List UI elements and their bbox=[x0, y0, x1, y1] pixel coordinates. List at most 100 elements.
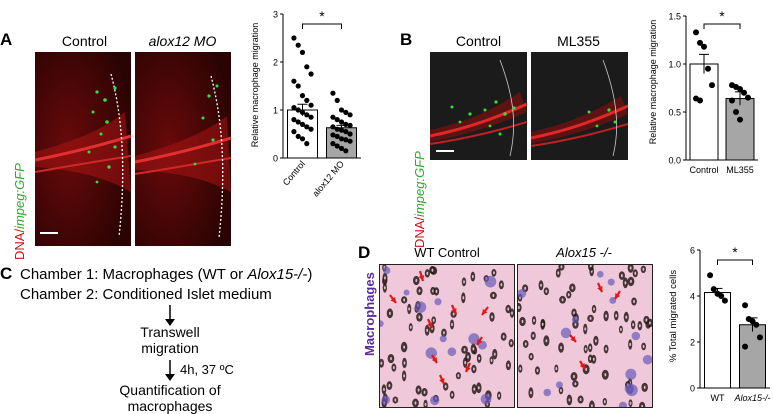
dna-label: DNA/ bbox=[12, 228, 27, 260]
gene-label: impeg:GFP bbox=[12, 163, 27, 229]
alox15-stain bbox=[518, 265, 652, 407]
x-tick-label: WT bbox=[711, 393, 725, 403]
migration-arrow bbox=[431, 354, 438, 364]
y-tick-label: 1 bbox=[273, 106, 278, 116]
control-b-micrograph bbox=[430, 52, 527, 160]
data-point bbox=[308, 126, 314, 132]
data-point bbox=[718, 293, 725, 299]
significance-star: * bbox=[719, 8, 725, 24]
panel-d-treatment-image bbox=[517, 264, 653, 408]
chart-a-ylabel: Relative macrophage migration bbox=[250, 23, 260, 148]
panel-a-control-title: Control bbox=[61, 33, 108, 49]
data-point bbox=[291, 117, 297, 123]
y-tick-label: 1.0 bbox=[668, 60, 681, 70]
y-tick-label: 0.5 bbox=[668, 108, 681, 118]
migration-arrow bbox=[464, 362, 472, 373]
panel-a-letter: A bbox=[0, 30, 13, 49]
data-point bbox=[330, 124, 336, 130]
data-point bbox=[338, 136, 345, 142]
step-quant-line1: Quantification of bbox=[119, 382, 221, 398]
data-point bbox=[697, 97, 703, 104]
panel-d-chart: % Total migrated cells 0 2 4 6 WT Alox15-/- * bbox=[668, 244, 771, 403]
data-point bbox=[334, 97, 340, 103]
panel-c-letter: C bbox=[0, 264, 13, 283]
gene-label-b: impeg:GFP bbox=[412, 151, 427, 217]
y-tick-label: 0.0 bbox=[668, 156, 681, 166]
data-point bbox=[308, 102, 314, 108]
data-point bbox=[347, 122, 353, 128]
data-point bbox=[295, 83, 301, 89]
alox12-fin-micrograph bbox=[135, 52, 231, 246]
migration-arrow bbox=[614, 290, 621, 300]
migration-arrow bbox=[450, 304, 458, 315]
data-point bbox=[343, 109, 349, 115]
data-point bbox=[745, 94, 751, 101]
chamber-2-line: Chamber 2: Conditioned Islet medium bbox=[20, 286, 272, 303]
data-point bbox=[705, 65, 711, 72]
step-transwell: Transwell migration bbox=[120, 324, 220, 356]
control-fin-micrograph bbox=[35, 52, 131, 246]
data-point bbox=[343, 129, 349, 135]
panel-a-chart: Relative macrophage migration 0 1 2 3 Contro… bbox=[250, 8, 361, 199]
scale-bar-b bbox=[436, 150, 454, 152]
panel-b-treatment-image bbox=[531, 52, 628, 160]
chamber-1-text: Chamber 1: Macrophages (WT or bbox=[20, 266, 248, 283]
panel-d-treatment-title: Alox15 -/- bbox=[556, 245, 612, 260]
significance-bracket bbox=[302, 23, 342, 29]
step-transwell-line2: migration bbox=[141, 340, 199, 356]
data-point bbox=[295, 42, 301, 48]
bar bbox=[739, 324, 766, 389]
x-tick-label: ML355 bbox=[726, 165, 754, 175]
data-point bbox=[304, 124, 310, 130]
incubation-condition: 4h, 37 ºC bbox=[180, 362, 234, 377]
migration-arrow bbox=[426, 318, 434, 329]
data-point bbox=[291, 78, 297, 84]
bar bbox=[725, 98, 755, 161]
data-point bbox=[756, 334, 763, 341]
data-point bbox=[330, 141, 336, 147]
data-point bbox=[308, 71, 314, 77]
data-point bbox=[347, 112, 353, 118]
data-point bbox=[742, 343, 749, 350]
y-tick-label: 3 bbox=[273, 10, 278, 20]
chart-a-ylabel-group: Relative macrophage migration bbox=[250, 23, 260, 148]
chamber-1-close: ) bbox=[307, 266, 313, 283]
data-point bbox=[709, 82, 715, 89]
panel-a-side-label: DNA/impeg:GFP bbox=[12, 163, 27, 260]
chart-b-ylabel: Relative macrophage migration bbox=[648, 20, 658, 145]
data-point bbox=[295, 119, 301, 125]
bar bbox=[689, 63, 719, 161]
migration-arrow bbox=[476, 336, 483, 346]
panel-b-control-image bbox=[430, 52, 527, 160]
significance-star: * bbox=[732, 244, 738, 260]
y-tick-label: 1.5 bbox=[668, 12, 681, 22]
y-tick-label: 2 bbox=[690, 338, 695, 348]
data-point bbox=[291, 35, 297, 41]
data-point bbox=[338, 107, 345, 113]
data-point bbox=[733, 109, 739, 115]
y-tick-label: 6 bbox=[690, 246, 695, 256]
data-point bbox=[742, 302, 749, 309]
chamber-1-gene: Alox15-/- bbox=[247, 266, 308, 283]
data-point bbox=[347, 138, 353, 144]
data-point bbox=[299, 49, 306, 56]
data-point bbox=[741, 89, 747, 96]
data-point bbox=[338, 145, 345, 151]
data-point bbox=[753, 321, 760, 328]
x-tick-label: Alox15-/- bbox=[733, 393, 770, 403]
wt-control-stain bbox=[380, 265, 514, 407]
data-point bbox=[304, 64, 310, 70]
panel-d-letter: D bbox=[358, 243, 371, 262]
data-point bbox=[347, 131, 353, 137]
data-point bbox=[721, 297, 728, 304]
data-point bbox=[737, 85, 743, 92]
data-point bbox=[304, 97, 310, 103]
y-tick-label: 2 bbox=[273, 58, 278, 68]
migration-arrow bbox=[481, 306, 489, 316]
data-point bbox=[330, 90, 336, 96]
data-point bbox=[334, 126, 340, 132]
migration-arrow bbox=[596, 282, 604, 293]
panel-b-control-title: Control bbox=[455, 33, 502, 49]
data-point bbox=[334, 133, 340, 139]
data-point bbox=[334, 143, 340, 149]
